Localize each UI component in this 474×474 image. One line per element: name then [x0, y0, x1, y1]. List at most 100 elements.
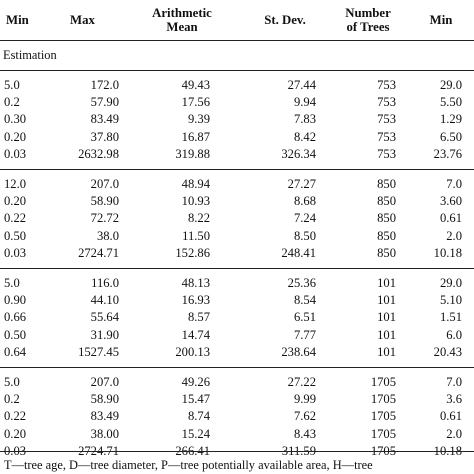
cell-count: 753 [377, 146, 396, 161]
section-label: Estimation [3, 48, 57, 62]
cell-mean: 15.47 [181, 392, 210, 407]
cell-count: 753 [377, 95, 396, 110]
table-row: 0.90 44.10 16.93 8.54 101 5.10 [0, 292, 474, 309]
cell-max: 172.0 [90, 78, 119, 92]
cell-stdev: 8.68 [293, 194, 316, 209]
table-header: Min Max Arithmetic Mean St. Dev. Number … [0, 0, 474, 41]
cell-max: 44.10 [90, 293, 119, 308]
table-row: 0.50 31.90 14.74 7.77 101 6.0 [0, 327, 474, 344]
cell-max: 31.90 [90, 327, 119, 342]
cell-min2: 2.0 [446, 228, 462, 243]
cell-max: 38.0 [96, 228, 119, 243]
cell-mean: 49.26 [181, 375, 210, 390]
cell-mean: 152.86 [175, 245, 210, 260]
cell-max: 2724.71 [78, 443, 119, 458]
cell-count: 850 [377, 228, 396, 243]
table-row: 0.20 58.90 10.93 8.68 850 3.60 [0, 193, 474, 210]
cell-min: 0.20 [4, 129, 27, 144]
cell-min: 0.2 [4, 95, 20, 110]
cell-stdev: 8.43 [293, 426, 316, 441]
cell-max: 83.49 [90, 409, 119, 424]
cell-max: 83.49 [90, 112, 119, 127]
cell-min2: 7.0 [446, 177, 462, 192]
header-row: Min Max Arithmetic Mean St. Dev. Number … [0, 0, 474, 41]
cell-min2: 1.51 [439, 310, 462, 325]
cell-stdev: 8.50 [293, 228, 316, 243]
cell-count: 1705 [370, 409, 396, 424]
cell-count: 101 [377, 276, 396, 291]
cell-max: 58.90 [90, 194, 119, 209]
cell-min2: 0.61 [439, 211, 462, 226]
header-number-line1: Number [345, 6, 391, 20]
cell-count: 1705 [370, 375, 396, 390]
table-row: 0.03 2724.71 152.86 248.41 850 10.18 [0, 245, 474, 269]
cell-min: 0.66 [4, 310, 27, 325]
cell-min2: 3.6 [446, 392, 462, 407]
cell-count: 850 [377, 211, 396, 226]
group-2: 12.0 207.0 48.94 27.27 850 7.0 0.20 58.9… [0, 169, 474, 269]
table-row: 0.03 2632.98 319.88 326.34 753 23.76 [0, 146, 474, 170]
cell-min: 0.50 [4, 327, 27, 342]
cell-count: 753 [377, 78, 396, 92]
cell-min: 5.0 [4, 375, 20, 390]
section-estimation: Estimation [0, 41, 474, 71]
cell-stdev: 7.62 [293, 409, 316, 424]
cell-min2: 3.60 [439, 194, 462, 209]
cell-mean: 9.39 [187, 112, 210, 127]
cell-count: 101 [377, 327, 396, 342]
cell-mean: 16.93 [181, 293, 210, 308]
cell-count: 1705 [370, 426, 396, 441]
table-row: 5.0 172.0 49.43 27.44 753 29.0 [0, 71, 474, 95]
cell-min2: 6.0 [446, 327, 462, 342]
cell-min2: 1.29 [439, 112, 462, 127]
cell-min: 5.0 [4, 78, 20, 92]
cell-stdev: 311.59 [281, 443, 316, 458]
cell-mean: 8.22 [187, 211, 210, 226]
cell-max: 38.00 [90, 426, 119, 441]
cell-min: 12.0 [4, 177, 27, 192]
table-row: 0.30 83.49 9.39 7.83 753 1.29 [0, 111, 474, 128]
header-arithmetic-mean-line2: Mean [166, 20, 198, 34]
cell-min: 0.20 [4, 426, 27, 441]
table-row: 0.03 2724.71 266.41 311.59 1705 10.18 [0, 443, 474, 466]
cell-count: 1705 [370, 392, 396, 407]
cell-max: 57.90 [90, 95, 119, 110]
table-row: 0.22 83.49 8.74 7.62 1705 0.61 [0, 408, 474, 425]
header-st-dev: St. Dev. [264, 13, 306, 27]
header-arithmetic-mean-line1: Arithmetic [152, 6, 212, 20]
cell-max: 116.0 [91, 276, 119, 291]
cell-stdev: 9.94 [293, 95, 316, 110]
cell-mean: 14.74 [181, 327, 210, 342]
cell-min2: 10.18 [433, 245, 462, 260]
table-footnote: T—tree age, D—tree diameter, P—tree pote… [4, 458, 373, 472]
cell-mean: 319.88 [175, 146, 210, 161]
cell-mean: 16.87 [181, 129, 210, 144]
header-number-of-trees: Number of Trees [328, 0, 408, 41]
cell-min: 0.20 [4, 194, 27, 209]
cell-mean: 49.43 [181, 78, 210, 92]
cell-min: 0.03 [4, 245, 27, 260]
cell-stdev: 9.99 [293, 392, 316, 407]
cell-count: 101 [377, 310, 396, 325]
cell-count: 753 [377, 129, 396, 144]
table-row: 0.20 37.80 16.87 8.42 753 6.50 [0, 129, 474, 146]
cell-min: 0.64 [4, 344, 27, 359]
cell-min: 5.0 [4, 276, 20, 291]
cell-min2: 7.0 [446, 375, 462, 390]
cell-count: 1705 [370, 443, 396, 458]
cell-count: 850 [377, 194, 396, 209]
cell-min: 0.03 [4, 443, 27, 458]
cell-min2: 29.0 [439, 78, 462, 92]
cell-min: 0.50 [4, 228, 27, 243]
cell-max: 207.0 [90, 177, 119, 192]
cell-max: 207.0 [90, 375, 119, 390]
cell-min2: 10.18 [433, 443, 462, 458]
cell-min2: 2.0 [446, 426, 462, 441]
cell-mean: 8.74 [187, 409, 210, 424]
header-min-2: Min [429, 13, 453, 27]
cell-stdev: 27.22 [287, 375, 316, 390]
cell-min2: 5.50 [439, 95, 462, 110]
cell-min2: 29.0 [439, 276, 462, 291]
